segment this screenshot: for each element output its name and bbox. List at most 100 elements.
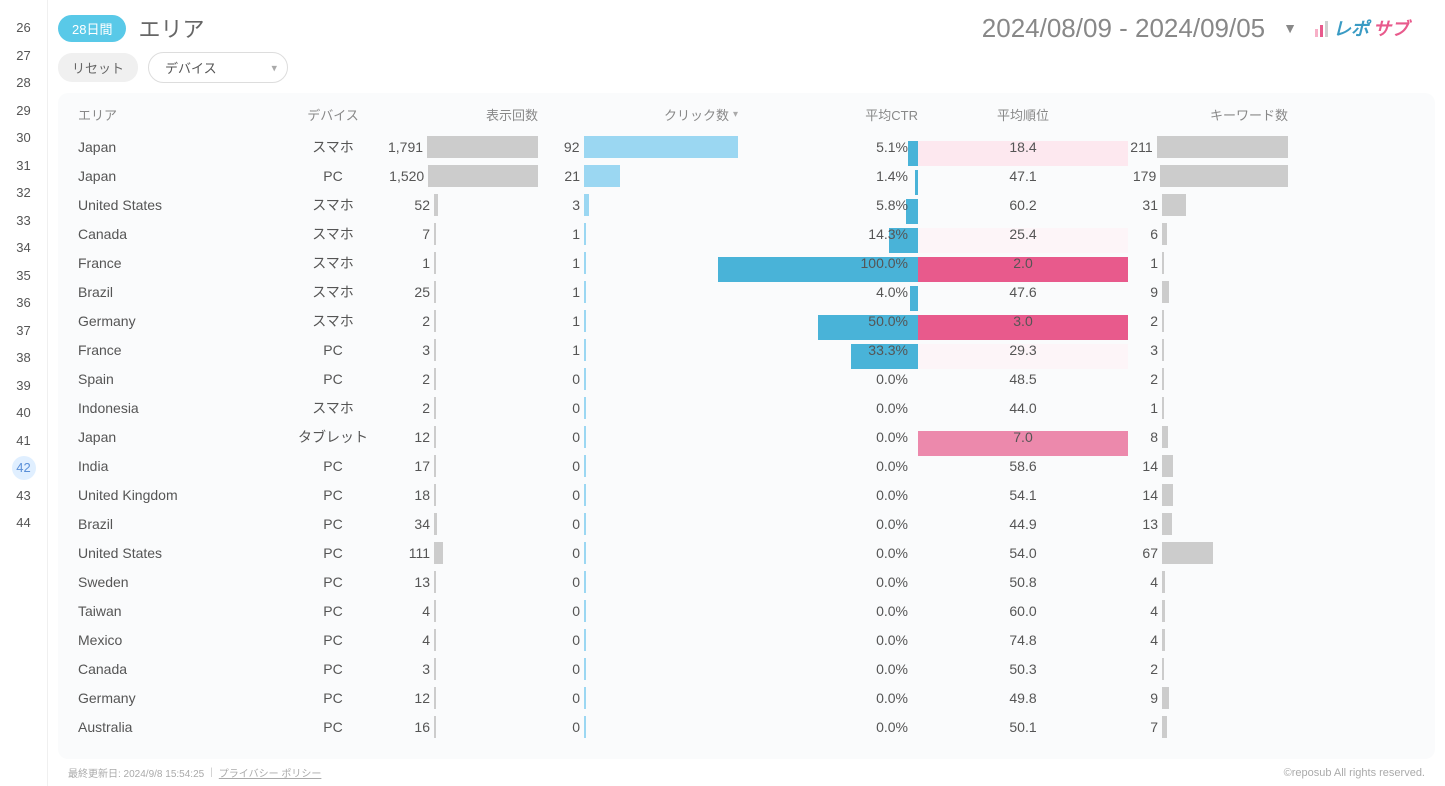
col-clicks[interactable]: クリック数: [538, 105, 738, 124]
cell-device: スマホ: [278, 253, 388, 273]
ruler-row-40[interactable]: 40: [0, 399, 47, 427]
table-row[interactable]: AustraliaPC1600.0%50.17: [58, 712, 1435, 741]
table-row[interactable]: BrazilPC3400.0%44.913: [58, 509, 1435, 538]
cell-area: United States: [78, 197, 278, 213]
cell-rank: 47.6: [918, 284, 1128, 300]
cell-keywords: 1: [1128, 252, 1288, 274]
cell-rank: 25.4: [918, 226, 1128, 242]
cell-rank: 2.0: [918, 255, 1128, 271]
svg-text:レポ: レポ: [1333, 19, 1372, 39]
col-rank[interactable]: 平均順位: [918, 105, 1128, 124]
table-row[interactable]: MexicoPC400.0%74.84: [58, 625, 1435, 654]
ruler-row-31[interactable]: 31: [0, 152, 47, 180]
cell-impressions: 7: [388, 223, 538, 245]
cell-rank: 48.5: [918, 371, 1128, 387]
table-row[interactable]: TaiwanPC400.0%60.04: [58, 596, 1435, 625]
cell-ctr: 0.0%: [738, 516, 918, 532]
cell-rank: 58.6: [918, 458, 1128, 474]
cell-device: PC: [278, 516, 388, 532]
table-row[interactable]: Japanスマホ1,791925.1%18.4211: [58, 132, 1435, 161]
cell-impressions: 18: [388, 484, 538, 506]
table-row[interactable]: United Statesスマホ5235.8%60.231: [58, 190, 1435, 219]
cell-keywords: 4: [1128, 571, 1288, 593]
cell-rank: 50.3: [918, 661, 1128, 677]
cell-clicks: 1: [538, 339, 738, 361]
ruler-row-32[interactable]: 32: [0, 179, 47, 207]
cell-ctr: 0.0%: [738, 400, 918, 416]
cell-keywords: 9: [1128, 281, 1288, 303]
cell-area: Taiwan: [78, 603, 278, 619]
cell-device: PC: [278, 458, 388, 474]
ruler-row-30[interactable]: 30: [0, 124, 47, 152]
ruler-row-43[interactable]: 43: [0, 482, 47, 510]
main-panel: 28日間 エリア 2024/08/09 - 2024/09/05 ▼ レポ サブ…: [48, 0, 1445, 786]
cell-clicks: 92: [538, 136, 738, 158]
cell-keywords: 7: [1128, 716, 1288, 738]
table-row[interactable]: Canadaスマホ7114.3%25.46: [58, 219, 1435, 248]
table-row[interactable]: Franceスマホ11100.0%2.01: [58, 248, 1435, 277]
table-row[interactable]: FrancePC3133.3%29.33: [58, 335, 1435, 364]
ruler-row-27[interactable]: 27: [0, 42, 47, 70]
reset-button[interactable]: リセット: [58, 53, 138, 82]
col-impressions[interactable]: 表示回数: [388, 105, 538, 124]
cell-clicks: 1: [538, 223, 738, 245]
table-row[interactable]: United StatesPC11100.0%54.067: [58, 538, 1435, 567]
ruler-row-34[interactable]: 34: [0, 234, 47, 262]
ruler-row-41[interactable]: 41: [0, 427, 47, 455]
cell-ctr: 0.0%: [738, 719, 918, 735]
cell-impressions: 111: [388, 542, 538, 564]
table-row[interactable]: SwedenPC1300.0%50.84: [58, 567, 1435, 596]
cell-clicks: 0: [538, 455, 738, 477]
cell-impressions: 25: [388, 281, 538, 303]
ruler-row-29[interactable]: 29: [0, 97, 47, 125]
cell-ctr: 0.0%: [738, 632, 918, 648]
period-badge: 28日間: [58, 15, 126, 42]
col-keywords[interactable]: キーワード数: [1128, 105, 1288, 124]
cell-area: India: [78, 458, 278, 474]
col-device[interactable]: デバイス: [278, 105, 388, 124]
ruler-row-36[interactable]: 36: [0, 289, 47, 317]
cell-area: Canada: [78, 661, 278, 677]
table-row[interactable]: Japanタブレット1200.0%7.08: [58, 422, 1435, 451]
cell-keywords: 8: [1128, 426, 1288, 448]
cell-clicks: 0: [538, 397, 738, 419]
cell-area: Brazil: [78, 516, 278, 532]
last-updated: 最終更新日: 2024/9/8 15:54:25: [68, 765, 204, 780]
table-row[interactable]: Germanyスマホ2150.0%3.02: [58, 306, 1435, 335]
cell-impressions: 13: [388, 571, 538, 593]
table-row[interactable]: GermanyPC1200.0%49.89: [58, 683, 1435, 712]
cell-ctr: 0.0%: [738, 458, 918, 474]
chevron-down-icon[interactable]: ▼: [1283, 20, 1297, 36]
col-ctr[interactable]: 平均CTR: [738, 105, 918, 124]
ruler-row-35[interactable]: 35: [0, 262, 47, 290]
ruler-row-28[interactable]: 28: [0, 69, 47, 97]
cell-impressions: 34: [388, 513, 538, 535]
col-area[interactable]: エリア: [78, 105, 278, 124]
cell-keywords: 179: [1128, 165, 1288, 187]
privacy-link[interactable]: プライバシー ポリシー: [219, 765, 322, 780]
ruler-row-26[interactable]: 26: [0, 14, 47, 42]
table-row[interactable]: United KingdomPC1800.0%54.114: [58, 480, 1435, 509]
cell-clicks: 21: [538, 165, 738, 187]
logo: レポ サブ: [1315, 15, 1425, 41]
table-row[interactable]: SpainPC200.0%48.52: [58, 364, 1435, 393]
table-row[interactable]: JapanPC1,520211.4%47.1179: [58, 161, 1435, 190]
ruler-row-38[interactable]: 38: [0, 344, 47, 372]
table-row[interactable]: CanadaPC300.0%50.32: [58, 654, 1435, 683]
cell-ctr: 0.0%: [738, 690, 918, 706]
table-row[interactable]: Indonesiaスマホ200.0%44.01: [58, 393, 1435, 422]
ruler-row-33[interactable]: 33: [0, 207, 47, 235]
cell-area: Brazil: [78, 284, 278, 300]
device-dropdown[interactable]: デバイス: [148, 52, 288, 83]
cell-impressions: 4: [388, 629, 538, 651]
ruler-row-42[interactable]: 42: [12, 456, 36, 480]
cell-device: PC: [278, 371, 388, 387]
cell-ctr: 0.0%: [738, 603, 918, 619]
table-row[interactable]: IndiaPC1700.0%58.614: [58, 451, 1435, 480]
date-range[interactable]: 2024/08/09 - 2024/09/05: [982, 13, 1265, 44]
ruler-row-39[interactable]: 39: [0, 372, 47, 400]
ruler-row-37[interactable]: 37: [0, 317, 47, 345]
cell-area: Canada: [78, 226, 278, 242]
ruler-row-44[interactable]: 44: [0, 509, 47, 537]
cell-device: PC: [278, 487, 388, 503]
